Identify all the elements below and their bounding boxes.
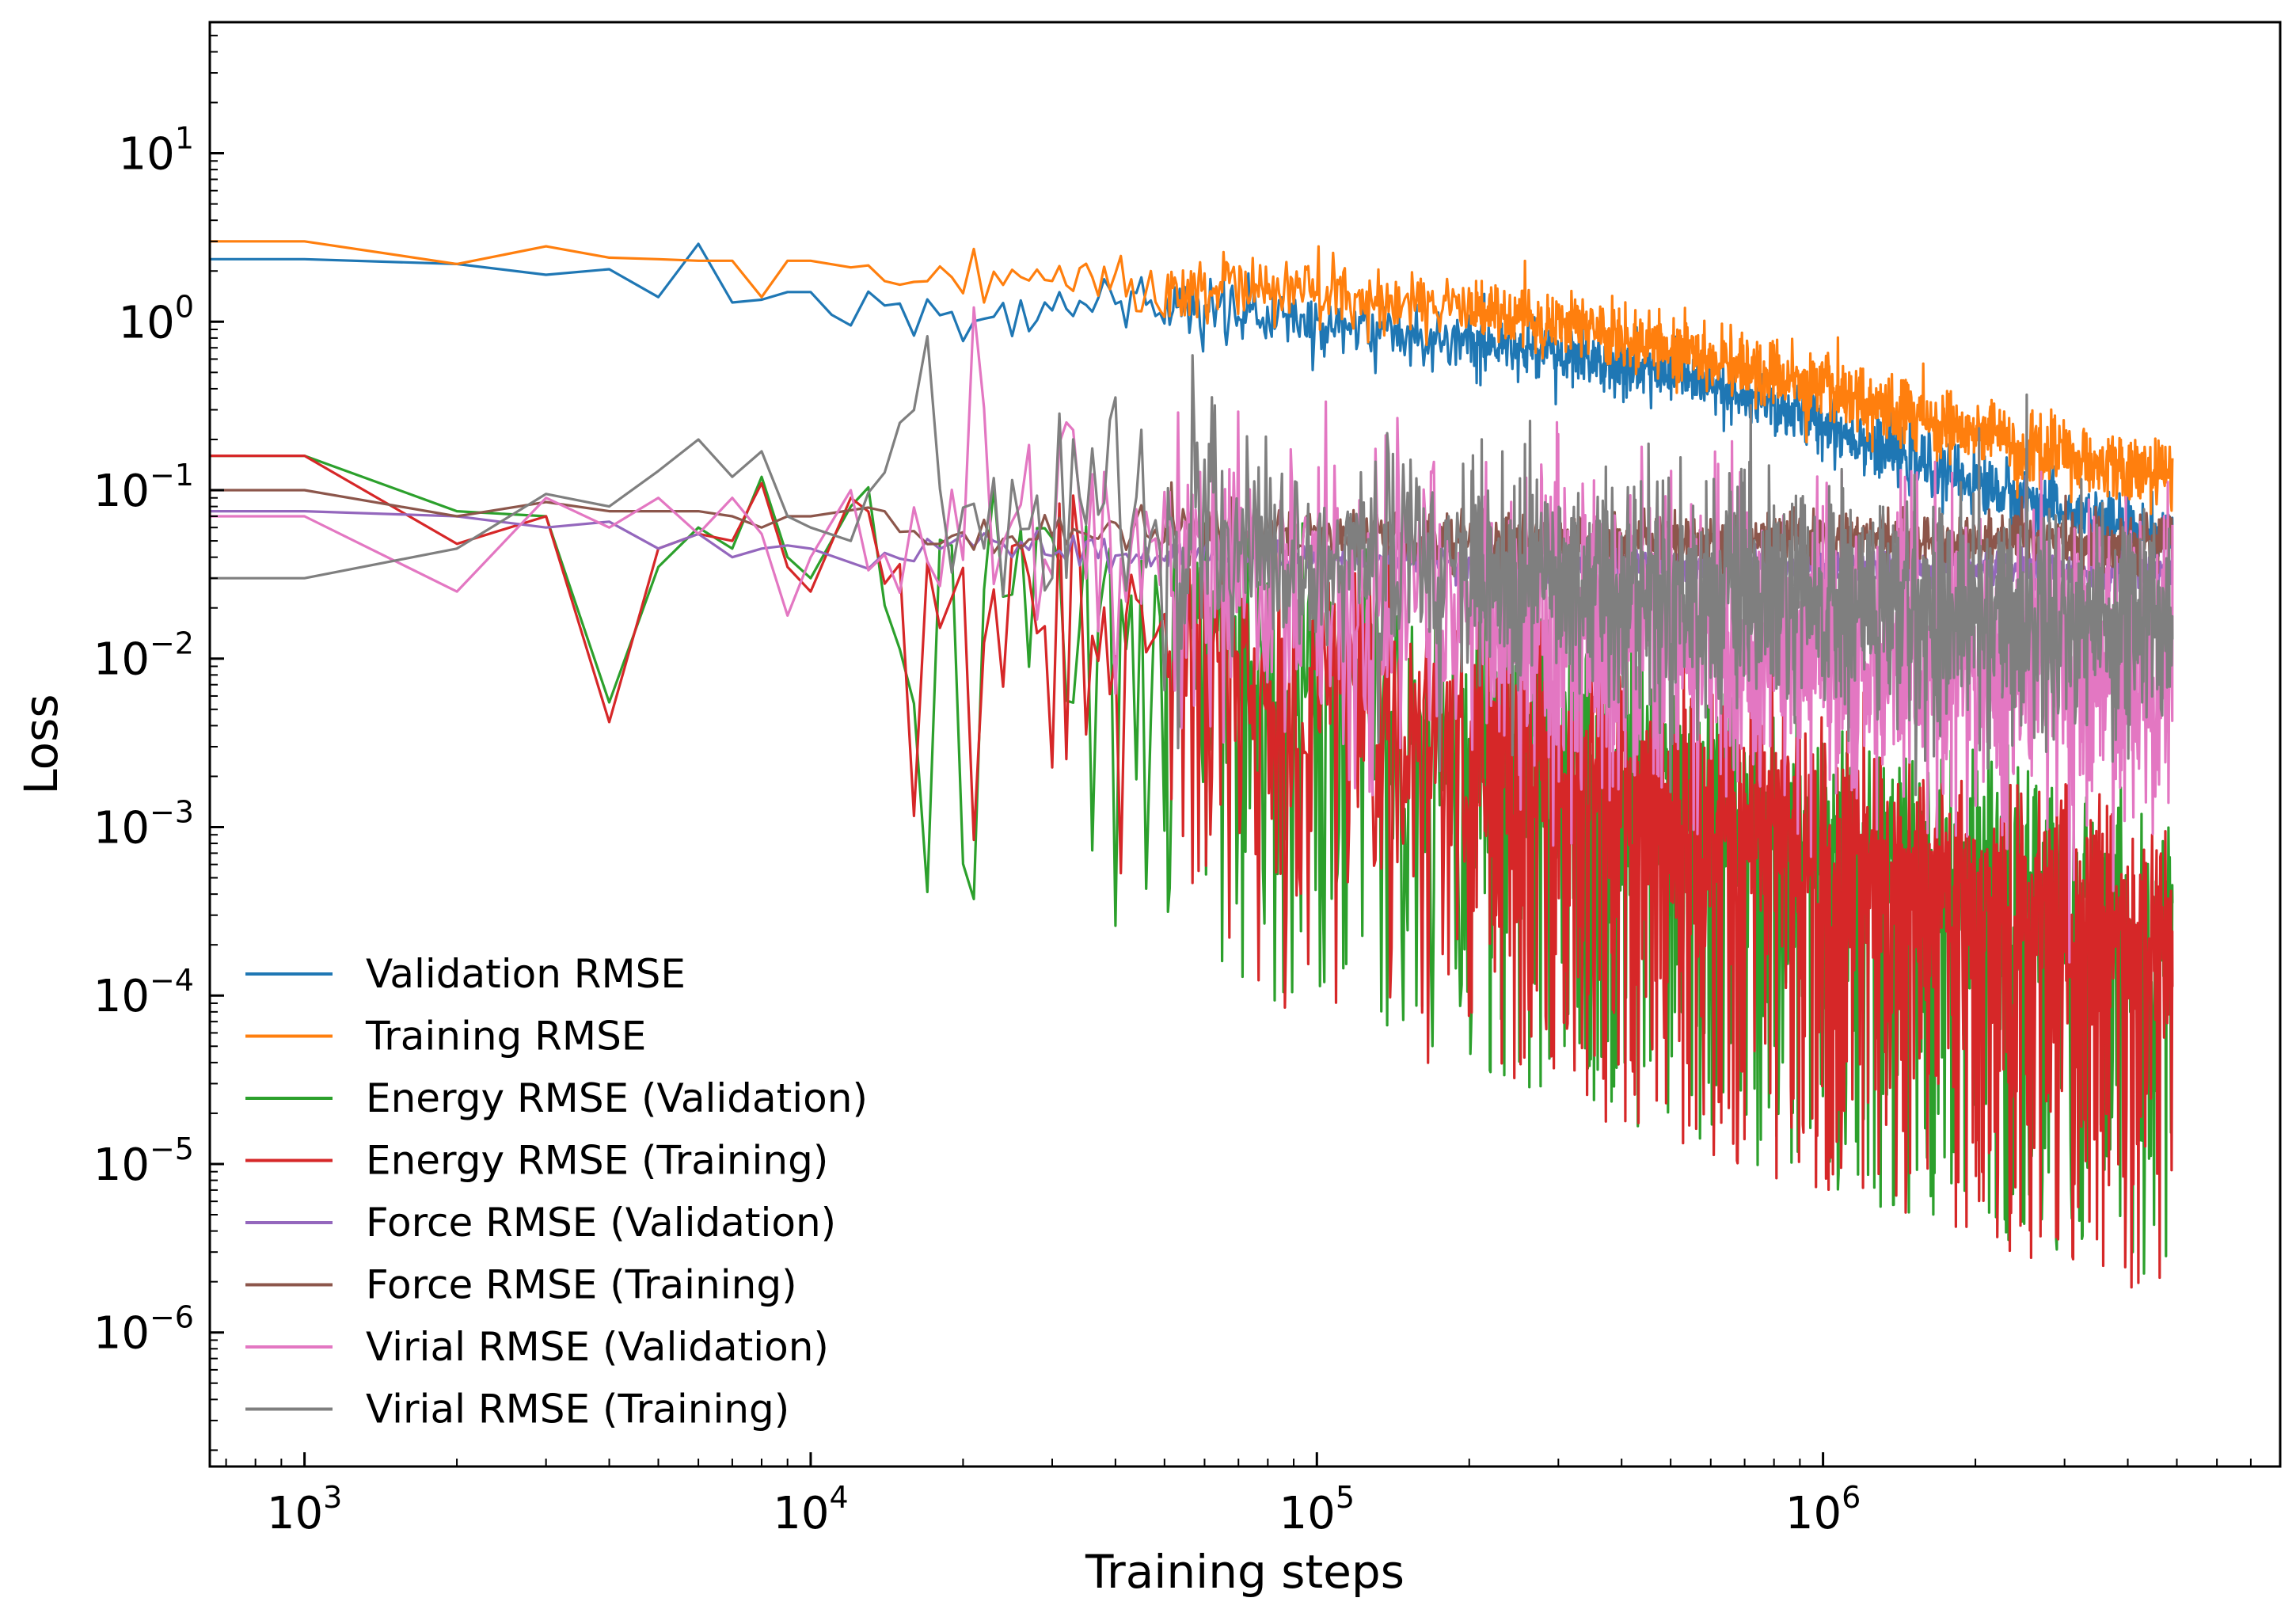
y-tick-label: 10−2 <box>93 626 194 686</box>
legend-label: Virial RMSE (Validation) <box>366 1324 829 1370</box>
legend-entry: Validation RMSE <box>245 951 686 997</box>
y-tick-label: 100 <box>119 289 194 348</box>
y-tick-label: 10−4 <box>93 963 194 1022</box>
y-tick-label: 101 <box>119 121 194 181</box>
legend-label: Force RMSE (Training) <box>366 1262 797 1308</box>
x-tick-label: 103 <box>267 1480 342 1539</box>
series-line-virial-rmse-validation <box>210 306 2174 964</box>
series-layer <box>210 240 2174 1289</box>
series-line-energy-rmse-training <box>210 455 2174 1289</box>
x-tick-label: 104 <box>773 1480 848 1539</box>
legend-entry: Energy RMSE (Validation) <box>245 1075 868 1121</box>
plot-frame <box>208 21 2282 1468</box>
legend-label: Validation RMSE <box>366 951 686 997</box>
legend-label: Virial RMSE (Training) <box>366 1387 789 1432</box>
series-line-training-rmse <box>210 240 2174 515</box>
legend-entry: Force RMSE (Training) <box>245 1262 797 1308</box>
legend: Validation RMSE Training RMSE Energy RMSE … <box>245 951 868 1432</box>
x-tick-label: 106 <box>1785 1480 1861 1539</box>
legend-label: Energy RMSE (Validation) <box>366 1075 868 1121</box>
legend-label: Force RMSE (Validation) <box>366 1200 836 1246</box>
legend-entry: Virial RMSE (Validation) <box>245 1324 829 1370</box>
x-tick-label: 105 <box>1279 1480 1355 1539</box>
legend-entry: Energy RMSE (Training) <box>245 1138 828 1184</box>
legend-label: Energy RMSE (Training) <box>366 1138 828 1184</box>
axes-layer: 103 104 105 106 101 100 10−1 10−2 10−3 10−4 10−5 10… <box>93 21 2282 1539</box>
legend-label: Training RMSE <box>365 1014 646 1059</box>
x-axis-title: Training steps <box>1085 1545 1405 1599</box>
y-axis-title: Loss <box>14 694 68 794</box>
y-tick-label: 10−3 <box>93 794 194 854</box>
series-line-validation-rmse <box>210 242 2174 578</box>
legend-entry: Force RMSE (Validation) <box>245 1200 836 1246</box>
y-tick-label: 10−1 <box>93 458 194 517</box>
y-tick-label: 10−5 <box>93 1132 194 1191</box>
legend-entry: Virial RMSE (Training) <box>245 1387 789 1432</box>
series-line-virial-rmse-training <box>210 335 2174 797</box>
legend-entry: Training RMSE <box>245 1014 646 1059</box>
y-tick-label: 10−6 <box>93 1300 194 1360</box>
